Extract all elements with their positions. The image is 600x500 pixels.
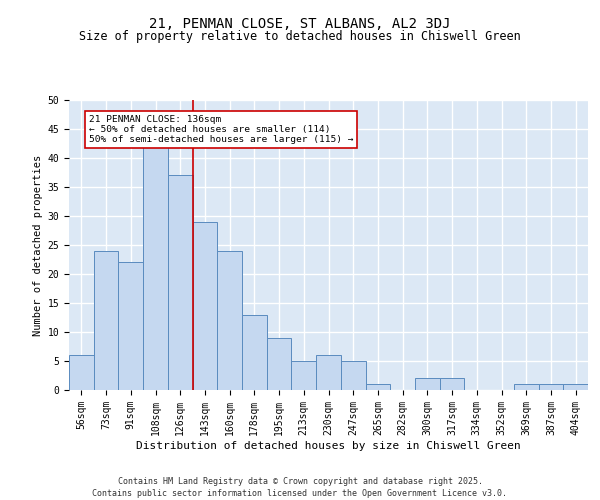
Bar <box>292 361 316 390</box>
Bar <box>69 355 94 390</box>
Bar <box>341 361 365 390</box>
Bar <box>94 251 118 390</box>
Bar <box>143 146 168 390</box>
Text: 21, PENMAN CLOSE, ST ALBANS, AL2 3DJ: 21, PENMAN CLOSE, ST ALBANS, AL2 3DJ <box>149 18 451 32</box>
Bar <box>365 384 390 390</box>
Bar <box>539 384 563 390</box>
Bar <box>168 176 193 390</box>
X-axis label: Distribution of detached houses by size in Chiswell Green: Distribution of detached houses by size … <box>136 440 521 450</box>
Bar <box>415 378 440 390</box>
Text: Size of property relative to detached houses in Chiswell Green: Size of property relative to detached ho… <box>79 30 521 43</box>
Bar <box>217 251 242 390</box>
Y-axis label: Number of detached properties: Number of detached properties <box>34 154 43 336</box>
Bar <box>267 338 292 390</box>
Bar <box>242 314 267 390</box>
Bar <box>193 222 217 390</box>
Bar <box>563 384 588 390</box>
Bar <box>316 355 341 390</box>
Text: 21 PENMAN CLOSE: 136sqm
← 50% of detached houses are smaller (114)
50% of semi-d: 21 PENMAN CLOSE: 136sqm ← 50% of detache… <box>89 114 353 144</box>
Bar <box>118 262 143 390</box>
Text: Contains HM Land Registry data © Crown copyright and database right 2025.
Contai: Contains HM Land Registry data © Crown c… <box>92 476 508 498</box>
Bar <box>514 384 539 390</box>
Bar <box>440 378 464 390</box>
